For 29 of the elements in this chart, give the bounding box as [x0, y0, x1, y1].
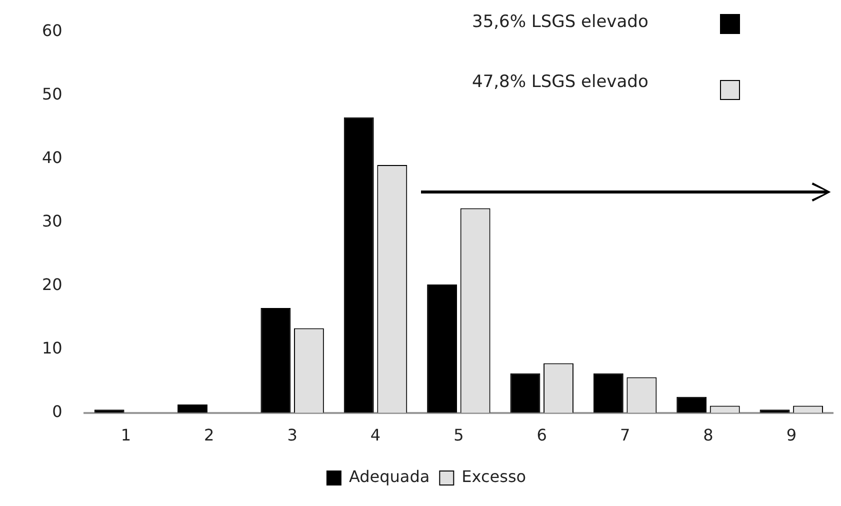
legend-label: Excesso — [462, 467, 526, 486]
x-tick-label: 8 — [703, 426, 714, 445]
x-tick-label: 5 — [454, 426, 464, 445]
y-tick-label: 0 — [52, 402, 62, 421]
bar — [593, 373, 624, 413]
bar — [676, 396, 707, 413]
y-tick-label: 60 — [42, 20, 62, 40]
x-tick-label: 1 — [120, 426, 132, 445]
x-tick-label: 4 — [370, 426, 381, 445]
x-tick-label: 9 — [786, 426, 797, 445]
x-tick-label: 6 — [536, 426, 547, 445]
legend-label: Adequada — [348, 467, 430, 486]
bar — [94, 410, 124, 413]
y-tick-label: 20 — [42, 274, 62, 294]
annotation: 35,6% LSGS elevado — [472, 12, 648, 32]
annotation: 47,8% LSGS elevado — [472, 72, 648, 92]
y-tick-label: 40 — [42, 148, 62, 167]
x-tick-label: 7 — [620, 426, 630, 445]
x-tick-label: 3 — [287, 426, 298, 445]
y-tick-label: 30 — [42, 211, 62, 230]
bar — [178, 404, 208, 413]
y-tick-label: 50 — [42, 84, 62, 104]
bar — [427, 284, 458, 413]
bar — [760, 410, 790, 413]
bar — [344, 117, 374, 413]
bar — [510, 373, 540, 413]
bar — [260, 308, 291, 413]
y-tick-label: 10 — [42, 338, 62, 358]
x-tick-label: 2 — [204, 426, 214, 445]
